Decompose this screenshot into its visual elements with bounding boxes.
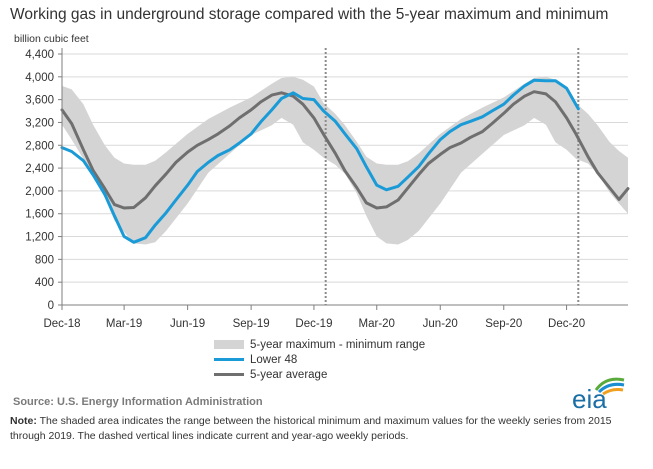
eia-logo: eia <box>572 377 625 412</box>
y-tick-label: 0 <box>48 300 54 312</box>
source-text: Source: U.S. Energy Information Administ… <box>13 396 263 408</box>
x-tick-label: Mar-20 <box>359 318 395 330</box>
y-tick-label: 2,000 <box>25 186 54 198</box>
y-axis-unit-label: billion cubic feet <box>14 33 89 45</box>
x-tick-label: Sep-20 <box>485 318 522 330</box>
y-tick-label: 4,400 <box>25 49 54 61</box>
logo-arc-orange <box>602 388 624 396</box>
logo-text: eia <box>572 384 607 412</box>
legend: 5-year maximum - minimum range Lower 48 … <box>214 337 425 382</box>
y-tick-label: 1,600 <box>25 209 54 221</box>
legend-label-lower48: Lower 48 <box>250 353 298 366</box>
y-tick-label: 1,200 <box>25 232 54 244</box>
legend-swatch-lower48 <box>214 358 244 361</box>
logo-arc-blue <box>597 382 625 394</box>
legend-item-lower48: Lower 48 <box>214 352 425 367</box>
note-label: Note: <box>10 415 37 427</box>
logo-arc-green <box>594 377 625 391</box>
range-band <box>62 76 628 245</box>
y-tick-label: 800 <box>35 254 54 266</box>
legend-swatch-average <box>214 373 244 376</box>
legend-swatch-band <box>214 340 244 349</box>
x-tick-label: Dec-19 <box>295 318 332 330</box>
legend-label-average: 5-year average <box>250 368 328 381</box>
legend-item-band: 5-year maximum - minimum range <box>214 337 425 352</box>
x-tick-label: Dec-18 <box>43 318 80 330</box>
y-tick-label: 2,800 <box>25 140 54 152</box>
x-tick-label: Jun-19 <box>170 318 205 330</box>
x-tick-label: Dec-20 <box>548 318 585 330</box>
y-tick-label: 3,600 <box>25 95 54 107</box>
y-tick-label: 2,400 <box>25 163 54 175</box>
chart-title: Working gas in underground storage compa… <box>10 6 609 23</box>
y-tick-label: 400 <box>35 277 54 289</box>
legend-item-average: 5-year average <box>214 367 425 382</box>
legend-label-band: 5-year maximum - minimum range <box>250 338 426 351</box>
x-tick-label: Mar-19 <box>106 318 142 330</box>
series-line-lower48 <box>60 78 580 244</box>
x-tick-label: Sep-19 <box>233 318 270 330</box>
series-line-5yr-average <box>60 90 630 210</box>
x-tick-label: Jun-20 <box>423 318 458 330</box>
y-tick-label: 3,200 <box>25 117 54 129</box>
note-text: Note: The shaded area indicates the rang… <box>10 414 645 444</box>
note-body: The shaded area indicates the range betw… <box>10 415 612 442</box>
y-tick-label: 4,000 <box>25 72 54 84</box>
